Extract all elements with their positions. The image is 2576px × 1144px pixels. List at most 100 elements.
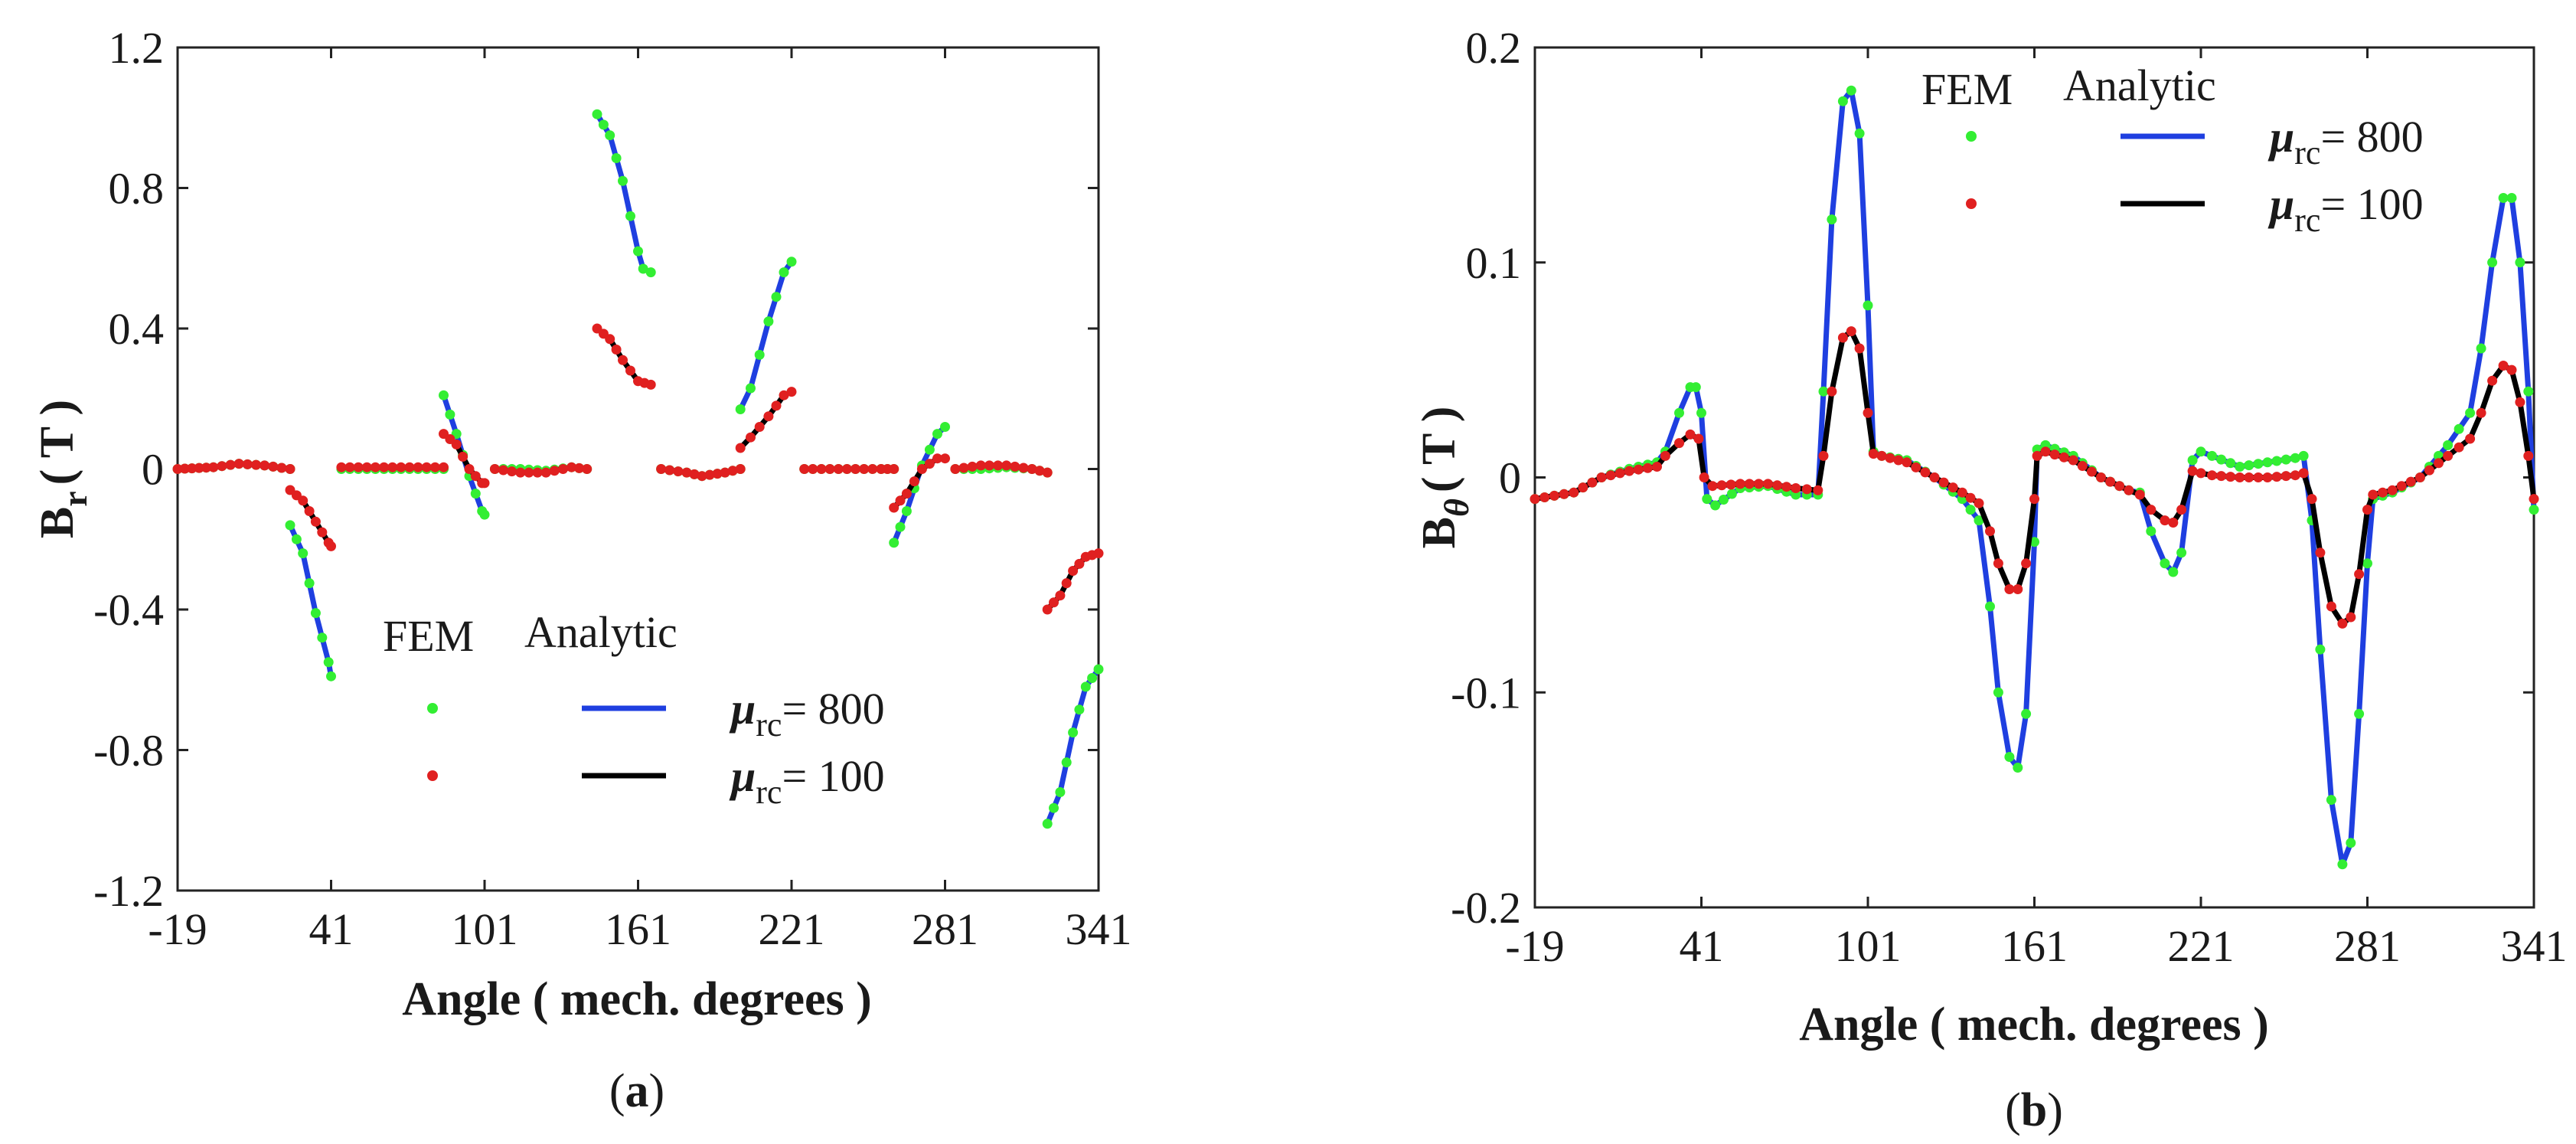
fem-point [592,109,602,119]
y-tick-label: 0.4 [109,304,165,354]
y-axis-label: Bθ ( T ) [1413,407,1476,549]
fem-point [2244,472,2254,482]
fem-point [824,464,835,474]
panel-label-open: ( [609,1065,625,1117]
fem-point [1868,449,1879,459]
chart-panel-b: -0.2 -0.1 0 0.1 0.2 -19 41 101 161 221 281 341 Bθ ( T… [1413,23,2568,1136]
fem-point [2281,471,2291,482]
fem-point [1578,482,1588,493]
fem-point [735,443,746,453]
fem-point [2271,456,2282,466]
fem-point [1863,300,1873,311]
fem-point [1074,704,1085,715]
fem-point [1781,482,1792,492]
legend-mu-symbol: μ [729,751,756,801]
fem-point [2225,472,2236,482]
fem-point [1725,479,1736,490]
fem-point [1827,386,1837,397]
analytic-line [287,522,334,679]
fem-point [763,316,774,327]
fem-point [735,464,746,474]
x-tick-label: -19 [1505,921,1564,971]
fem-point [2515,397,2525,407]
legend-fem-marker [1966,131,1977,142]
fem-point [2523,450,2534,461]
fem-point [2029,494,2039,505]
fem-point [638,263,648,274]
fem-point [1049,597,1059,608]
fem-point [208,462,219,472]
y-tick-label: 1.2 [109,23,165,73]
fem-point [201,463,211,473]
fem-point [1911,462,1921,472]
fem-point [2498,193,2509,203]
fem-point [754,349,765,360]
fem-point [2346,612,2356,623]
fem-point [1087,673,1098,683]
fem-point [2004,752,2015,762]
fem-point [464,464,475,474]
fem-point [2235,472,2245,482]
fem-point [625,365,635,376]
fem-point [924,459,935,469]
fem-point [2368,489,2378,500]
fem-point [1974,498,1984,508]
fem-point [1074,558,1085,569]
y-axis-label-unit: ( T ) [31,400,83,485]
fem-point [458,451,469,462]
fem-point [1985,601,1995,612]
fem-point [901,506,912,516]
fem-point [2096,472,2106,482]
legend-fem-marker [1966,198,1977,209]
x-tick-label: 281 [912,904,978,954]
fem-point [605,130,615,141]
fem-point [2443,450,2454,461]
legend-value: = 100 [2320,179,2423,229]
fem-point [799,464,810,474]
fem-point [2315,644,2326,655]
y-tick-label: 0 [1499,453,1521,503]
fem-point [2506,364,2517,375]
fem-point [353,462,364,472]
fem-point [2146,526,2156,537]
fem-point [993,460,1004,471]
fem-point [2021,558,2032,569]
fem-point [1530,494,1540,505]
fem-point [251,459,261,470]
legend-mu-symbol: μ [2267,179,2294,229]
fem-point [841,464,852,474]
fem-point [2405,476,2416,487]
fem-point [1539,492,1550,502]
fem-point [786,387,797,397]
fem-point [895,495,906,506]
fem-point [498,465,508,476]
fem-point [932,429,942,440]
fem-point [1093,548,1104,559]
fem-point [558,464,568,474]
panel-label-close: ) [649,1065,665,1117]
fem-point [2307,494,2317,505]
fem-point [1699,472,1709,482]
fem-point [2176,547,2187,558]
fem-point [532,467,543,478]
fem-point [1685,429,1696,440]
fem-point [2298,450,2309,461]
fem-point [1018,463,1029,473]
fem-point [2326,795,2336,806]
fem-point [1920,467,1931,478]
fem-point [2187,455,2198,466]
x-tick-label: 221 [2168,921,2235,971]
fem-point [754,422,765,432]
fem-point [336,462,347,472]
fem-point [618,355,628,365]
fem-point [1938,477,1949,488]
fem-point [421,462,432,472]
fem-point [2281,454,2291,465]
fem-point [404,462,415,472]
fem-point [704,469,715,480]
fem-point [859,464,870,474]
fem-point [2498,361,2509,371]
fem-point [2049,449,2060,460]
fem-point [1827,214,1837,225]
fem-point [1791,483,1801,493]
